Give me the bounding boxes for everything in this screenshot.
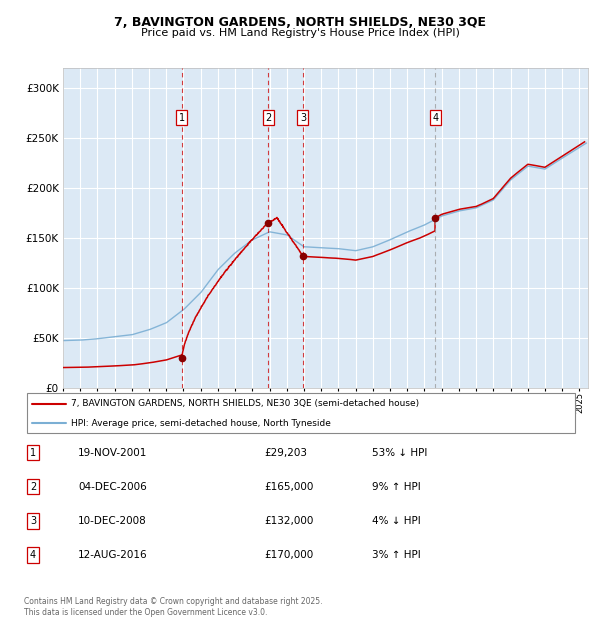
Text: £29,203: £29,203 bbox=[264, 448, 307, 458]
Text: 1: 1 bbox=[30, 448, 36, 458]
Text: £132,000: £132,000 bbox=[264, 516, 313, 526]
Text: 3% ↑ HPI: 3% ↑ HPI bbox=[372, 550, 421, 560]
Text: 1: 1 bbox=[179, 113, 185, 123]
Text: £165,000: £165,000 bbox=[264, 482, 313, 492]
Text: Contains HM Land Registry data © Crown copyright and database right 2025.
This d: Contains HM Land Registry data © Crown c… bbox=[24, 598, 323, 617]
Text: 9% ↑ HPI: 9% ↑ HPI bbox=[372, 482, 421, 492]
Text: Price paid vs. HM Land Registry's House Price Index (HPI): Price paid vs. HM Land Registry's House … bbox=[140, 28, 460, 38]
Text: 19-NOV-2001: 19-NOV-2001 bbox=[78, 448, 148, 458]
Text: 2: 2 bbox=[265, 113, 271, 123]
Text: 4: 4 bbox=[30, 550, 36, 560]
Text: 7, BAVINGTON GARDENS, NORTH SHIELDS, NE30 3QE (semi-detached house): 7, BAVINGTON GARDENS, NORTH SHIELDS, NE3… bbox=[71, 399, 419, 408]
Text: 2: 2 bbox=[30, 482, 36, 492]
Text: 10-DEC-2008: 10-DEC-2008 bbox=[78, 516, 147, 526]
Text: £170,000: £170,000 bbox=[264, 550, 313, 560]
Text: 7, BAVINGTON GARDENS, NORTH SHIELDS, NE30 3QE: 7, BAVINGTON GARDENS, NORTH SHIELDS, NE3… bbox=[114, 16, 486, 29]
FancyBboxPatch shape bbox=[27, 392, 575, 433]
Text: 12-AUG-2016: 12-AUG-2016 bbox=[78, 550, 148, 560]
Text: 04-DEC-2006: 04-DEC-2006 bbox=[78, 482, 147, 492]
Text: 3: 3 bbox=[300, 113, 306, 123]
Text: 53% ↓ HPI: 53% ↓ HPI bbox=[372, 448, 427, 458]
Text: 3: 3 bbox=[30, 516, 36, 526]
Text: 4: 4 bbox=[432, 113, 438, 123]
Text: HPI: Average price, semi-detached house, North Tyneside: HPI: Average price, semi-detached house,… bbox=[71, 419, 331, 428]
Text: 4% ↓ HPI: 4% ↓ HPI bbox=[372, 516, 421, 526]
